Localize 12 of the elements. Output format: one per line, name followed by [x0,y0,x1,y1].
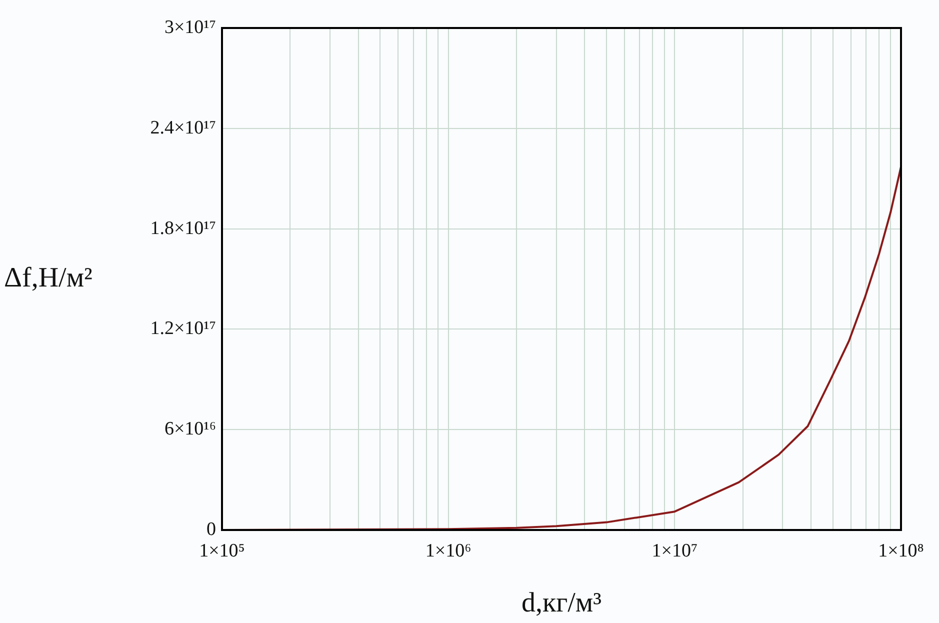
y-tick-label: 0 [206,518,216,540]
y-tick-label: 3×10¹⁷ [164,16,216,38]
y-tick-label: 1.2×10¹⁷ [150,318,216,340]
y-tick-label: 6×10¹⁶ [164,418,216,440]
y-tick-label: 1.8×10¹⁷ [150,218,216,239]
x-tick-label: 1×10⁶ [425,540,472,562]
x-tick-label: 1×10⁸ [878,540,924,562]
y-axis-title: Δf,Н/м² [4,262,92,294]
x-tick-label: 1×10⁵ [199,540,245,562]
x-tick-label: 1×10⁷ [652,540,698,562]
y-tick-label: 2.4×10¹⁷ [150,117,216,138]
x-axis-title: d,кг/м³ [522,587,602,618]
